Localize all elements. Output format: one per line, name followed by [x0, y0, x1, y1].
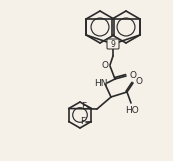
Text: HO: HO	[125, 106, 139, 115]
Text: O: O	[129, 71, 136, 80]
Text: O: O	[101, 61, 108, 70]
Text: F: F	[80, 117, 85, 126]
Text: O: O	[135, 76, 142, 85]
Text: 9: 9	[111, 39, 115, 48]
Text: F: F	[81, 102, 86, 111]
FancyBboxPatch shape	[107, 39, 119, 49]
Text: HN: HN	[94, 79, 108, 87]
